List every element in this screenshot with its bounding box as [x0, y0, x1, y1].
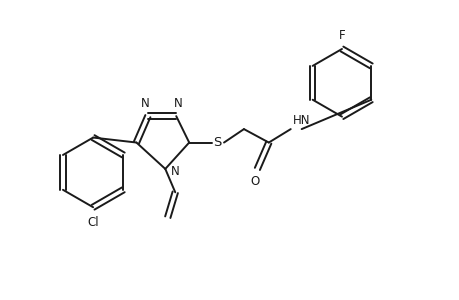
Text: S: S	[213, 136, 221, 149]
Text: F: F	[338, 29, 345, 42]
Text: O: O	[250, 175, 259, 188]
Text: N: N	[174, 97, 183, 110]
Text: N: N	[171, 165, 179, 178]
Text: HN: HN	[292, 114, 310, 127]
Text: Cl: Cl	[87, 216, 99, 229]
Text: N: N	[141, 97, 150, 110]
